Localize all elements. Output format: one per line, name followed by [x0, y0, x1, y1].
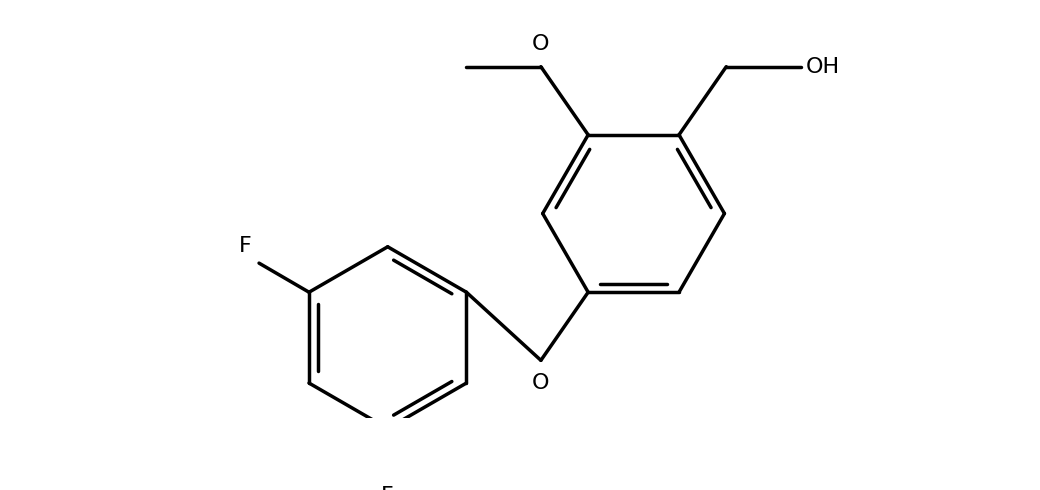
Text: F: F — [239, 236, 252, 256]
Text: O: O — [532, 34, 550, 54]
Text: F: F — [382, 486, 394, 490]
Text: O: O — [532, 373, 550, 393]
Text: OH: OH — [805, 57, 839, 77]
